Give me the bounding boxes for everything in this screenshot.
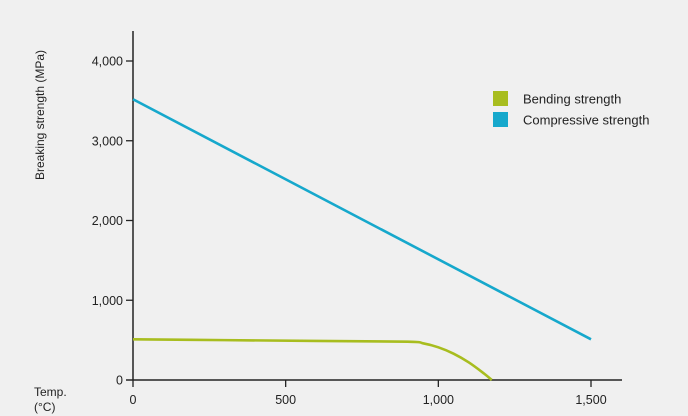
y-tick-label: 4,000 [92, 55, 123, 69]
x-axis: 0 500 1,000 1,500 [126, 379, 622, 407]
series-layer [132, 98, 592, 381]
series-line-1 [132, 338, 493, 381]
y-tick-label: 0 [116, 374, 123, 388]
x-tick-label: 1,000 [423, 393, 454, 407]
legend-swatch-2 [493, 112, 508, 127]
legend-label-1: Bending strength [523, 92, 621, 107]
x-axis-title-line-2: (°C) [34, 400, 55, 414]
series-line-2 [132, 98, 592, 341]
y-axis: 0 1,000 2,000 3,000 4,000 [92, 31, 134, 388]
legend: Bending strength Compressive strength [493, 91, 649, 128]
x-tick-label: 0 [130, 393, 137, 407]
y-tick-label: 1,000 [92, 294, 123, 308]
y-axis-title: Breaking strength (MPa) [33, 50, 47, 180]
legend-swatch-1 [493, 91, 508, 106]
x-tick-label: 1,500 [575, 393, 606, 407]
x-axis-title-line-1: Temp. [34, 385, 67, 399]
x-tick-label: 500 [275, 393, 296, 407]
legend-label-2: Compressive strength [523, 113, 649, 128]
y-tick-label: 2,000 [92, 214, 123, 228]
y-tick-label: 3,000 [92, 134, 123, 148]
